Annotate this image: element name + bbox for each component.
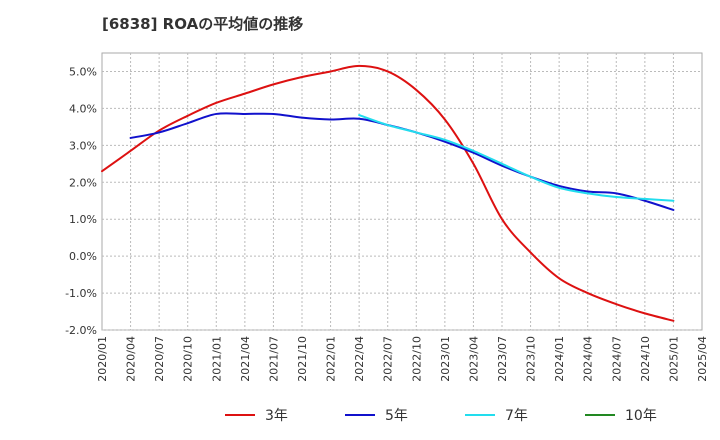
y-tick-label: 2.0% xyxy=(69,176,97,189)
x-tick-label: 2023/01 xyxy=(439,336,452,382)
x-tick-label: 2023/07 xyxy=(496,336,509,382)
series-line-1 xyxy=(101,64,675,322)
x-tick-label: 2022/01 xyxy=(325,336,338,382)
x-tick-label: 2023/10 xyxy=(525,336,538,382)
y-tick-label: -2.0% xyxy=(65,324,97,337)
x-tick-label: 2021/01 xyxy=(210,336,223,382)
y-axis-ticks: 5.0% 4.0% 3.0% 2.0% 1.0% 0.0% -1.0% -2.0% xyxy=(65,65,97,337)
x-tick-label: 2024/01 xyxy=(553,336,566,382)
series-lines xyxy=(101,64,675,322)
x-tick-label: 2022/07 xyxy=(382,336,395,382)
x-tick-label: 2024/07 xyxy=(610,336,623,382)
legend-label-4: 10年 xyxy=(625,408,657,424)
chart-title: [6838] ROAの平均値の推移 xyxy=(102,15,303,33)
x-tick-label: 2020/10 xyxy=(182,336,195,382)
x-tick-label: 2022/04 xyxy=(353,336,366,382)
legend-label-1: 3年 xyxy=(265,408,288,424)
x-tick-label: 2021/10 xyxy=(296,336,309,382)
x-tick-label: 2020/07 xyxy=(153,336,166,382)
x-tick-label: 2025/04 xyxy=(696,336,709,382)
x-tick-label: 2021/04 xyxy=(239,336,252,382)
y-tick-label: 0.0% xyxy=(69,250,97,263)
y-tick-label: 3.0% xyxy=(69,139,97,152)
x-axis-ticks: 2020/01 2020/04 2020/07 2020/10 2021/01 2021/… xyxy=(96,336,709,382)
legend-label-2: 5年 xyxy=(385,408,408,424)
x-tick-label: 2022/10 xyxy=(410,336,423,382)
x-tick-label: 2020/01 xyxy=(96,336,109,382)
x-tick-label: 2024/04 xyxy=(582,336,595,382)
legend: 3年 5年 7年 10年 xyxy=(225,408,657,424)
x-tick-label: 2021/07 xyxy=(267,336,280,382)
plot-area xyxy=(101,52,703,331)
y-tick-label: 5.0% xyxy=(69,65,97,78)
y-tick-label: 1.0% xyxy=(69,213,97,226)
legend-label-3: 7年 xyxy=(505,408,528,424)
x-tick-label: 2020/04 xyxy=(125,336,138,382)
x-tick-label: 2023/04 xyxy=(467,336,480,382)
x-tick-label: 2024/10 xyxy=(639,336,652,382)
y-tick-label: -1.0% xyxy=(65,287,97,300)
x-tick-label: 2025/01 xyxy=(667,336,680,382)
series-line-3 xyxy=(358,114,675,202)
y-tick-label: 4.0% xyxy=(69,102,97,115)
